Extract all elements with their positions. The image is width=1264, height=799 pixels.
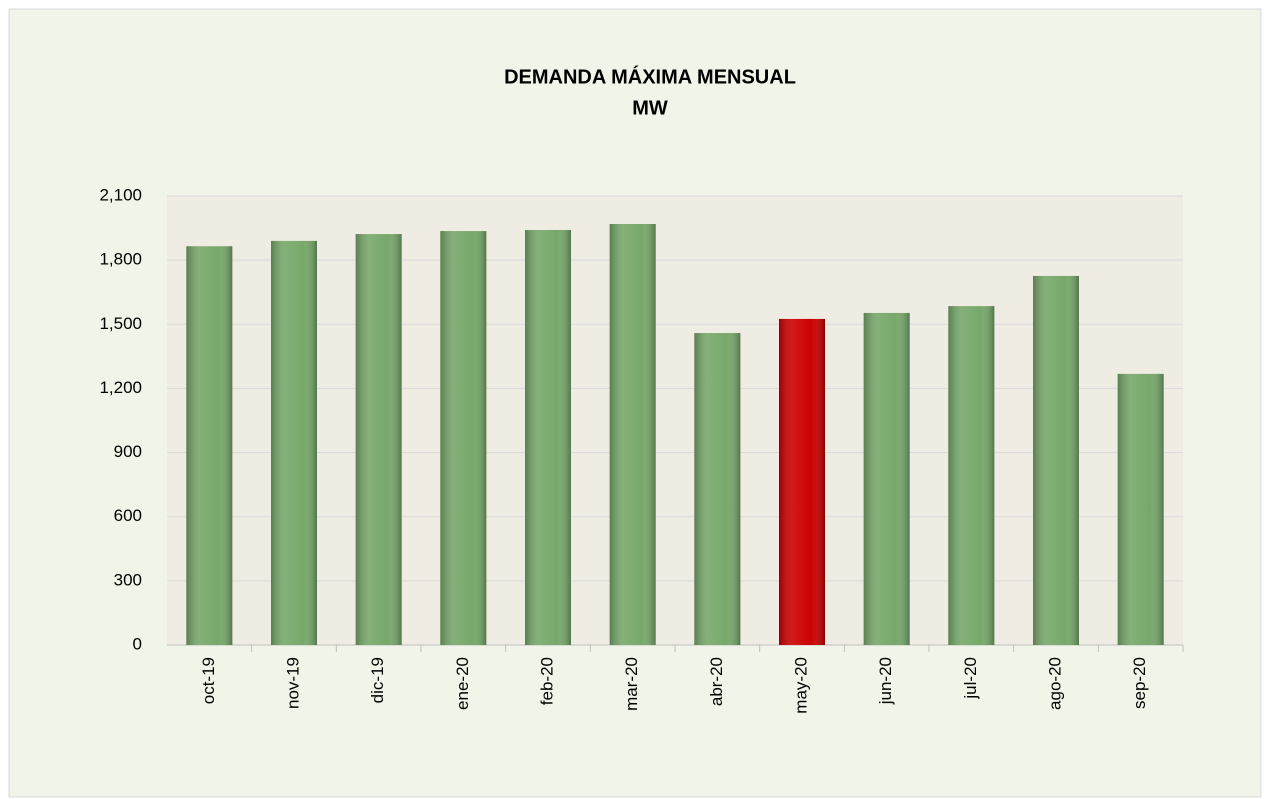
x-tick-label: nov-19 [283,657,302,709]
y-tick-label: 600 [114,506,142,525]
y-tick-label: 1,800 [99,250,142,269]
bar-shade [271,240,317,645]
y-tick-label: 300 [114,570,142,589]
x-tick-label: jun-20 [876,657,895,705]
x-tick-label: may-20 [791,657,810,714]
plot-area [167,196,1183,645]
bar-shade [948,306,995,645]
x-tick-label: mar-20 [622,657,641,711]
x-tick-label: feb-20 [537,657,556,705]
bar-shade [1117,373,1164,645]
x-tick-label: dic-19 [368,657,387,703]
x-tick-label: oct-19 [199,657,218,704]
x-tick-label: sep-20 [1130,657,1149,709]
bar-shade [1033,275,1079,645]
x-tick-label: jul-20 [961,657,980,700]
y-tick-label: 0 [133,634,142,653]
bar-shade [355,234,402,645]
bar-shade [186,246,233,645]
bar-shade [525,229,571,645]
chart-title: DEMANDA MÁXIMA MENSUAL [504,65,796,88]
bar-shade [609,224,656,646]
bar-shade [440,231,487,645]
bar-shade [694,333,741,645]
x-tick-label: ago-20 [1045,657,1064,710]
y-tick-label: 900 [114,442,142,461]
bar-shade [863,312,910,645]
y-tick-label: 1,200 [99,378,142,397]
y-tick-label: 1,500 [99,314,142,333]
y-tick-label: 2,100 [99,185,142,204]
chart-subtitle: MW [632,97,668,119]
x-tick-label: ene-20 [453,657,472,710]
bar-shade [779,318,825,645]
x-tick-label: abr-20 [707,657,726,706]
